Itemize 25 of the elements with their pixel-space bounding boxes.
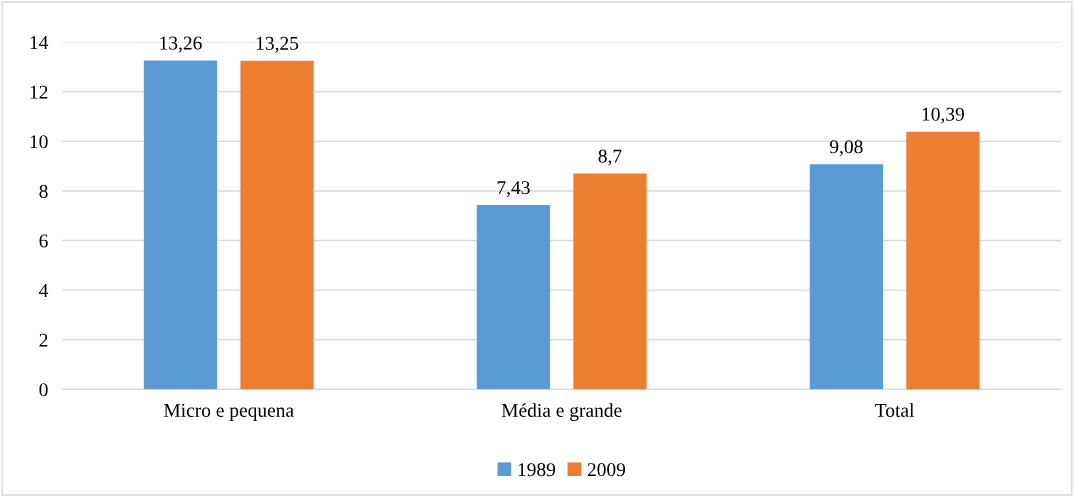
bar [573, 173, 647, 390]
data-label: 7,43 [497, 181, 530, 197]
y-tick-label: 8 [39, 184, 48, 198]
y-tick-label: 2 [39, 333, 48, 347]
x-tick-label: Média e grande [501, 403, 622, 421]
legend-label: 2009 [587, 463, 626, 477]
data-label: 13,25 [256, 36, 299, 53]
data-label: 13,26 [160, 36, 202, 53]
data-label: 9,08 [829, 140, 863, 157]
bar [476, 205, 551, 390]
y-tick-label: 10 [30, 135, 48, 149]
x-tick-label: Total [875, 403, 915, 417]
x-tick-label: Micro e pequena [163, 403, 294, 421]
bar [143, 60, 218, 390]
legend-label: 1989 [518, 463, 556, 477]
y-tick-label: 6 [39, 234, 48, 248]
data-label: 8,7 [598, 149, 622, 166]
bar [906, 131, 980, 390]
y-tick-label: 0 [39, 383, 48, 397]
bar [809, 164, 883, 390]
data-label: 10,39 [922, 107, 964, 124]
bar [240, 60, 314, 390]
y-tick-label: 14 [30, 36, 49, 49]
y-tick-label: 4 [39, 284, 49, 297]
y-tick-label: 12 [30, 85, 48, 99]
